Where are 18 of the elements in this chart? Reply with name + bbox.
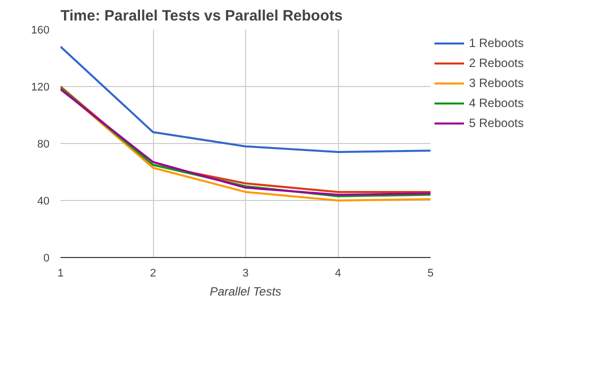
legend-label: 5 Reboots (469, 116, 524, 130)
x-tick-label: 1 (57, 268, 64, 280)
chart-title: Time: Parallel Tests vs Parallel Reboots (60, 8, 343, 24)
y-tick-label: 0 (43, 252, 50, 264)
line-series (60, 46, 430, 154)
y-tick-label: 160 (31, 24, 50, 36)
y-tick-label: 80 (37, 138, 50, 150)
x-tick-label: 4 (334, 268, 342, 280)
legend-label: 4 Reboots (469, 96, 524, 110)
legend-label: 3 Reboots (469, 76, 524, 90)
x-axis-title: Parallel Tests (210, 284, 282, 298)
legend-label: 1 Reboots (469, 36, 524, 50)
x-tick-label: 3 (242, 268, 249, 280)
legend-label: 2 Reboots (469, 56, 524, 70)
y-tick-label: 120 (31, 82, 50, 94)
x-tick-label: 5 (427, 268, 434, 280)
y-tick-label: 40 (37, 196, 50, 208)
x-tick-label: 2 (150, 268, 156, 280)
